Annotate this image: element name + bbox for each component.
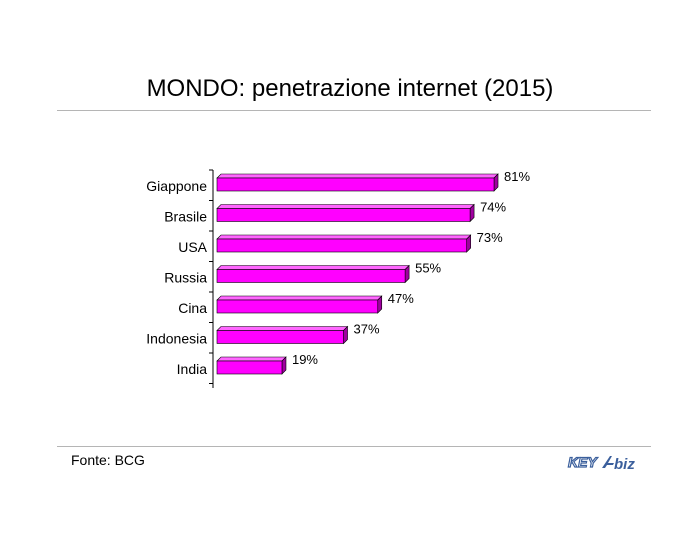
source-note: Fonte: BCG [71,452,145,468]
value-label-india: 19% [292,352,318,367]
top-divider [57,110,651,111]
category-label-brasile: Brasile [164,209,207,225]
category-label-indonesia: Indonesia [146,331,207,347]
value-label-usa: 73% [477,230,503,245]
value-label-indonesia: 37% [354,322,380,337]
bar-top-cina [216,295,383,301]
key4biz-logo: KEY biz [567,453,635,473]
bar-top-brasile [216,204,475,209]
bar-usa [216,238,467,253]
bar-brasile [216,208,471,222]
value-label-russia: 55% [415,261,441,276]
category-label-giappone: Giappone [146,178,207,194]
value-label-giappone: 81% [504,169,530,184]
value-label-brasile: 74% [480,200,506,215]
bar-cina [216,299,379,314]
logo-four-glyph [602,456,614,468]
bar-india [216,360,283,375]
logo-text-biz: biz [614,456,635,473]
bars-group: Giappone 81% Brasile 74% USA 73% Russia 55% Cina… [146,169,530,377]
logo-text-key: KEY [568,454,598,470]
value-label-cina: 47% [388,291,414,306]
bar-top-russia [216,265,410,270]
category-label-usa: USA [178,239,207,255]
bar-top-india [216,356,287,362]
chart-title: MONDO: penetrazione internet (2015) [146,75,554,102]
bar-russia [216,269,406,283]
bar-giappone [216,177,495,192]
category-label-india: India [177,361,208,377]
bottom-divider [57,446,651,447]
category-label-cina: Cina [178,300,207,316]
bar-top-indonesia [216,326,349,331]
bar-indonesia [216,330,344,344]
bar-top-giappone [216,173,499,179]
category-label-russia: Russia [164,270,207,286]
bar-top-usa [216,234,472,240]
axis-ticks [209,169,213,384]
